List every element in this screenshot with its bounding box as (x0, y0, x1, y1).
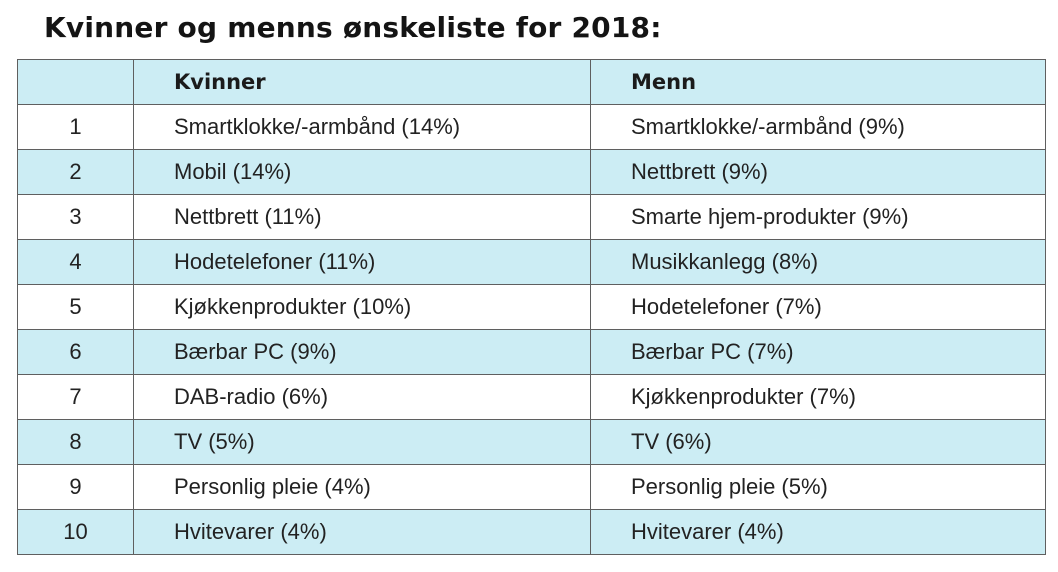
rank-cell: 5 (17, 284, 134, 330)
table-row: 2 Mobil (14%) Nettbrett (9%) (17, 149, 1046, 195)
table-row: 10 Hvitevarer (4%) Hvitevarer (4%) (17, 509, 1046, 555)
men-item-cell: Musikkanlegg (8%) (590, 239, 1046, 285)
women-item-cell: Personlig pleie (4%) (133, 464, 591, 510)
men-item-cell: Nettbrett (9%) (590, 149, 1046, 195)
wishlist-table: Kvinner Menn 1 Smartklokke/-armbånd (14%… (17, 59, 1046, 555)
rank-cell: 9 (17, 464, 134, 510)
women-item-cell: Smartklokke/-armbånd (14%) (133, 104, 591, 150)
men-item-cell: Kjøkkenprodukter (7%) (590, 374, 1046, 420)
rank-cell: 7 (17, 374, 134, 420)
rank-cell: 4 (17, 239, 134, 285)
table-row: 7 DAB-radio (6%) Kjøkkenprodukter (7%) (17, 374, 1046, 420)
table-row: 4 Hodetelefoner (11%) Musikkanlegg (8%) (17, 239, 1046, 285)
header-rank-cell (17, 59, 134, 105)
rank-cell: 6 (17, 329, 134, 375)
table-row: 3 Nettbrett (11%) Smarte hjem-produkter … (17, 194, 1046, 240)
women-item-cell: Mobil (14%) (133, 149, 591, 195)
women-item-cell: Hvitevarer (4%) (133, 509, 591, 555)
rank-cell: 1 (17, 104, 134, 150)
men-item-cell: Bærbar PC (7%) (590, 329, 1046, 375)
women-item-cell: Nettbrett (11%) (133, 194, 591, 240)
rank-cell: 8 (17, 419, 134, 465)
table-row: 8 TV (5%) TV (6%) (17, 419, 1046, 465)
men-item-cell: Personlig pleie (5%) (590, 464, 1046, 510)
table-row: 9 Personlig pleie (4%) Personlig pleie (… (17, 464, 1046, 510)
women-item-cell: Bærbar PC (9%) (133, 329, 591, 375)
header-women-cell: Kvinner (133, 59, 591, 105)
women-item-cell: DAB-radio (6%) (133, 374, 591, 420)
table-row: 1 Smartklokke/-armbånd (14%) Smartklokke… (17, 104, 1046, 150)
men-item-cell: Hodetelefoner (7%) (590, 284, 1046, 330)
women-item-cell: Hodetelefoner (11%) (133, 239, 591, 285)
rank-cell: 2 (17, 149, 134, 195)
women-item-cell: Kjøkkenprodukter (10%) (133, 284, 591, 330)
men-item-cell: TV (6%) (590, 419, 1046, 465)
men-item-cell: Smarte hjem-produkter (9%) (590, 194, 1046, 240)
women-item-cell: TV (5%) (133, 419, 591, 465)
rank-cell: 10 (17, 509, 134, 555)
table-row: 6 Bærbar PC (9%) Bærbar PC (7%) (17, 329, 1046, 375)
header-men-cell: Menn (590, 59, 1046, 105)
rank-cell: 3 (17, 194, 134, 240)
table-header-row: Kvinner Menn (17, 59, 1046, 105)
men-item-cell: Hvitevarer (4%) (590, 509, 1046, 555)
table-row: 5 Kjøkkenprodukter (10%) Hodetelefoner (… (17, 284, 1046, 330)
page-title: Kvinner og menns ønskeliste for 2018: (44, 11, 662, 44)
men-item-cell: Smartklokke/-armbånd (9%) (590, 104, 1046, 150)
